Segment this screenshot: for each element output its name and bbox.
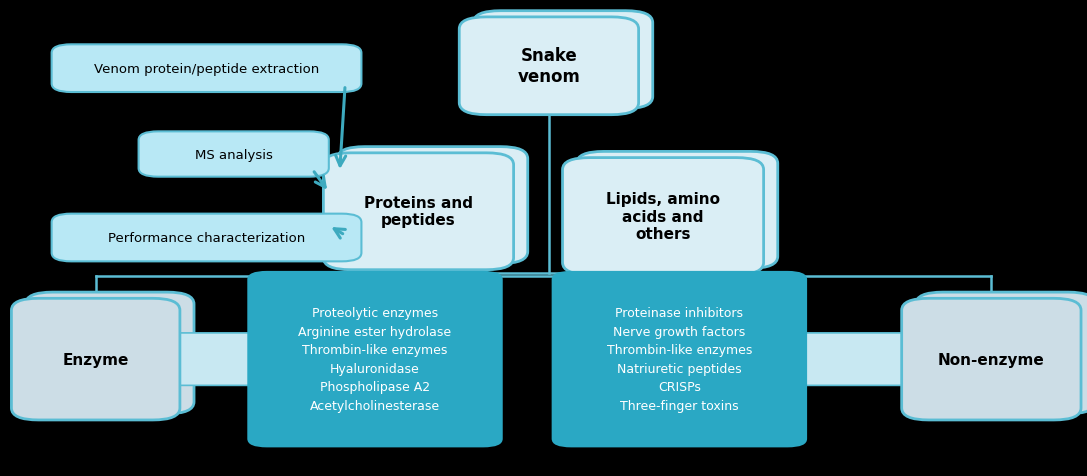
FancyBboxPatch shape	[247, 271, 502, 447]
Text: Proteolytic enzymes
Arginine ester hydrolase
Thrombin-like enzymes
Hyaluronidase: Proteolytic enzymes Arginine ester hydro…	[299, 307, 451, 412]
FancyBboxPatch shape	[551, 271, 807, 447]
FancyBboxPatch shape	[915, 292, 1087, 414]
FancyBboxPatch shape	[902, 299, 1080, 420]
Text: Enzyme: Enzyme	[62, 352, 129, 367]
FancyBboxPatch shape	[51, 45, 361, 93]
FancyBboxPatch shape	[474, 11, 652, 109]
Polygon shape	[134, 324, 252, 395]
FancyBboxPatch shape	[563, 158, 763, 275]
FancyBboxPatch shape	[11, 299, 180, 420]
FancyBboxPatch shape	[337, 147, 528, 264]
FancyBboxPatch shape	[576, 152, 778, 268]
Text: Proteins and
peptides: Proteins and peptides	[364, 196, 473, 228]
Text: Lipids, amino
acids and
others: Lipids, amino acids and others	[607, 192, 720, 241]
Text: Performance characterization: Performance characterization	[108, 231, 305, 245]
Text: Snake
venom: Snake venom	[517, 47, 580, 86]
Text: Proteinase inhibitors
Nerve growth factors
Thrombin-like enzymes
Natriuretic pep: Proteinase inhibitors Nerve growth facto…	[607, 307, 752, 412]
FancyBboxPatch shape	[324, 153, 514, 270]
FancyBboxPatch shape	[25, 292, 193, 414]
Text: Non-enzyme: Non-enzyme	[938, 352, 1045, 367]
Text: MS analysis: MS analysis	[195, 148, 273, 161]
FancyBboxPatch shape	[139, 132, 328, 177]
FancyBboxPatch shape	[51, 214, 361, 262]
Polygon shape	[802, 324, 948, 395]
FancyBboxPatch shape	[459, 18, 639, 116]
Text: Venom protein/peptide extraction: Venom protein/peptide extraction	[93, 62, 320, 76]
